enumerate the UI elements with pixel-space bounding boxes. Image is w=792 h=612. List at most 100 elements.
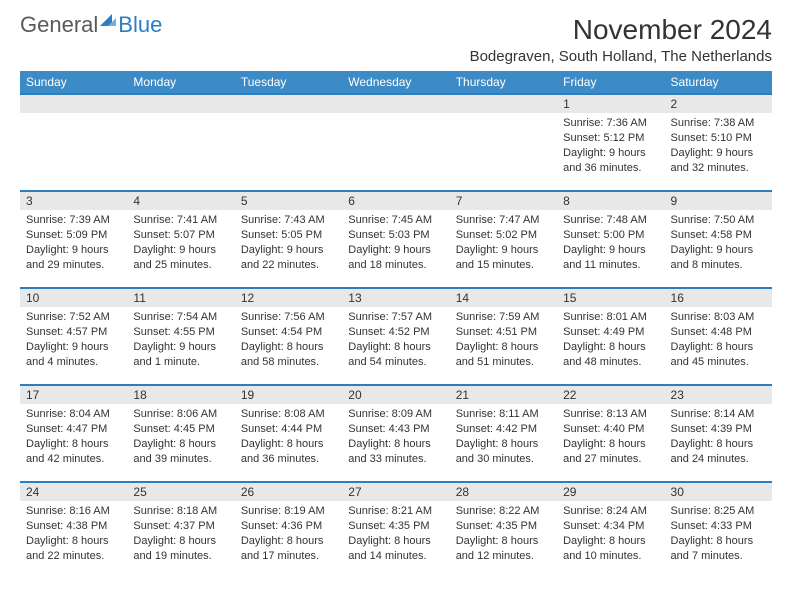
day-number-cell: 29 <box>557 482 664 501</box>
day-content-cell: Sunrise: 7:38 AMSunset: 5:10 PMDaylight:… <box>665 113 772 191</box>
sunset-line: Sunset: 4:57 PM <box>26 325 121 340</box>
sunset-line: Sunset: 5:05 PM <box>241 228 336 243</box>
day-content-cell: Sunrise: 8:25 AMSunset: 4:33 PMDaylight:… <box>665 501 772 579</box>
daylight-line: Daylight: 9 hours and 18 minutes. <box>348 243 443 273</box>
sunrise-line: Sunrise: 8:04 AM <box>26 407 121 422</box>
day-number-cell: 12 <box>235 288 342 307</box>
weekday-header: Wednesday <box>342 71 449 94</box>
daylight-line: Daylight: 8 hours and 54 minutes. <box>348 340 443 370</box>
sunrise-line: Sunrise: 8:13 AM <box>563 407 658 422</box>
daylight-line: Daylight: 8 hours and 45 minutes. <box>671 340 766 370</box>
daynum-row: 24252627282930 <box>20 482 772 501</box>
sunrise-line: Sunrise: 7:59 AM <box>456 310 551 325</box>
day-number-cell: 24 <box>20 482 127 501</box>
day-content-cell: Sunrise: 8:16 AMSunset: 4:38 PMDaylight:… <box>20 501 127 579</box>
content-row: Sunrise: 8:16 AMSunset: 4:38 PMDaylight:… <box>20 501 772 579</box>
day-number-cell: 20 <box>342 385 449 404</box>
daynum-row: 3456789 <box>20 191 772 210</box>
content-row: Sunrise: 7:52 AMSunset: 4:57 PMDaylight:… <box>20 307 772 385</box>
sunrise-line: Sunrise: 7:43 AM <box>241 213 336 228</box>
title-block: November 2024 Bodegraven, South Holland,… <box>470 14 772 65</box>
sunrise-line: Sunrise: 8:03 AM <box>671 310 766 325</box>
sunrise-line: Sunrise: 8:21 AM <box>348 504 443 519</box>
calendar-body: 12 Sunrise: 7:36 AMSunset: 5:12 PMDaylig… <box>20 94 772 579</box>
day-content-cell: Sunrise: 7:52 AMSunset: 4:57 PMDaylight:… <box>20 307 127 385</box>
day-content-cell <box>342 113 449 191</box>
day-content-cell <box>127 113 234 191</box>
sunset-line: Sunset: 5:09 PM <box>26 228 121 243</box>
daynum-row: 12 <box>20 94 772 113</box>
day-content-cell: Sunrise: 8:14 AMSunset: 4:39 PMDaylight:… <box>665 404 772 482</box>
weekday-header: Tuesday <box>235 71 342 94</box>
daylight-line: Daylight: 8 hours and 17 minutes. <box>241 534 336 564</box>
daylight-line: Daylight: 8 hours and 14 minutes. <box>348 534 443 564</box>
sunrise-line: Sunrise: 8:06 AM <box>133 407 228 422</box>
sunset-line: Sunset: 4:37 PM <box>133 519 228 534</box>
day-content-cell: Sunrise: 8:03 AMSunset: 4:48 PMDaylight:… <box>665 307 772 385</box>
sunrise-line: Sunrise: 8:16 AM <box>26 504 121 519</box>
sunset-line: Sunset: 5:00 PM <box>563 228 658 243</box>
sunset-line: Sunset: 4:36 PM <box>241 519 336 534</box>
daylight-line: Daylight: 8 hours and 12 minutes. <box>456 534 551 564</box>
sunset-line: Sunset: 5:07 PM <box>133 228 228 243</box>
day-content-cell: Sunrise: 8:09 AMSunset: 4:43 PMDaylight:… <box>342 404 449 482</box>
daylight-line: Daylight: 8 hours and 33 minutes. <box>348 437 443 467</box>
sunset-line: Sunset: 4:33 PM <box>671 519 766 534</box>
daylight-line: Daylight: 8 hours and 42 minutes. <box>26 437 121 467</box>
day-content-cell: Sunrise: 8:19 AMSunset: 4:36 PMDaylight:… <box>235 501 342 579</box>
day-content-cell: Sunrise: 7:36 AMSunset: 5:12 PMDaylight:… <box>557 113 664 191</box>
day-content-cell: Sunrise: 7:48 AMSunset: 5:00 PMDaylight:… <box>557 210 664 288</box>
content-row: Sunrise: 7:39 AMSunset: 5:09 PMDaylight:… <box>20 210 772 288</box>
daylight-line: Daylight: 8 hours and 19 minutes. <box>133 534 228 564</box>
day-number-cell: 17 <box>20 385 127 404</box>
sunset-line: Sunset: 4:45 PM <box>133 422 228 437</box>
day-number-cell: 4 <box>127 191 234 210</box>
daylight-line: Daylight: 9 hours and 22 minutes. <box>241 243 336 273</box>
sunrise-line: Sunrise: 7:39 AM <box>26 213 121 228</box>
day-content-cell: Sunrise: 8:18 AMSunset: 4:37 PMDaylight:… <box>127 501 234 579</box>
daylight-line: Daylight: 8 hours and 58 minutes. <box>241 340 336 370</box>
sunset-line: Sunset: 4:38 PM <box>26 519 121 534</box>
sunrise-line: Sunrise: 7:54 AM <box>133 310 228 325</box>
day-number-cell: 5 <box>235 191 342 210</box>
day-number-cell: 23 <box>665 385 772 404</box>
daynum-row: 17181920212223 <box>20 385 772 404</box>
day-content-cell: Sunrise: 7:47 AMSunset: 5:02 PMDaylight:… <box>450 210 557 288</box>
daylight-line: Daylight: 8 hours and 30 minutes. <box>456 437 551 467</box>
weekday-header: Thursday <box>450 71 557 94</box>
day-number-cell: 16 <box>665 288 772 307</box>
day-content-cell: Sunrise: 7:43 AMSunset: 5:05 PMDaylight:… <box>235 210 342 288</box>
brand-logo: General Blue <box>20 14 162 36</box>
sunset-line: Sunset: 4:54 PM <box>241 325 336 340</box>
day-number-cell <box>20 94 127 113</box>
day-content-cell: Sunrise: 7:59 AMSunset: 4:51 PMDaylight:… <box>450 307 557 385</box>
sunrise-line: Sunrise: 7:57 AM <box>348 310 443 325</box>
sunset-line: Sunset: 4:43 PM <box>348 422 443 437</box>
daylight-line: Daylight: 9 hours and 4 minutes. <box>26 340 121 370</box>
day-content-cell: Sunrise: 7:54 AMSunset: 4:55 PMDaylight:… <box>127 307 234 385</box>
daylight-line: Daylight: 8 hours and 51 minutes. <box>456 340 551 370</box>
sunset-line: Sunset: 4:44 PM <box>241 422 336 437</box>
daylight-line: Daylight: 9 hours and 29 minutes. <box>26 243 121 273</box>
daylight-line: Daylight: 8 hours and 22 minutes. <box>26 534 121 564</box>
sunset-line: Sunset: 4:55 PM <box>133 325 228 340</box>
sunrise-line: Sunrise: 8:22 AM <box>456 504 551 519</box>
day-number-cell: 8 <box>557 191 664 210</box>
daylight-line: Daylight: 8 hours and 24 minutes. <box>671 437 766 467</box>
day-number-cell: 13 <box>342 288 449 307</box>
sail-icon <box>98 12 118 34</box>
calendar-table: SundayMondayTuesdayWednesdayThursdayFrid… <box>20 71 772 579</box>
daylight-line: Daylight: 9 hours and 32 minutes. <box>671 146 766 176</box>
day-content-cell: Sunrise: 7:45 AMSunset: 5:03 PMDaylight:… <box>342 210 449 288</box>
daylight-line: Daylight: 8 hours and 7 minutes. <box>671 534 766 564</box>
day-number-cell: 3 <box>20 191 127 210</box>
day-number-cell: 1 <box>557 94 664 113</box>
day-content-cell: Sunrise: 7:41 AMSunset: 5:07 PMDaylight:… <box>127 210 234 288</box>
day-content-cell: Sunrise: 7:56 AMSunset: 4:54 PMDaylight:… <box>235 307 342 385</box>
day-number-cell <box>342 94 449 113</box>
sunrise-line: Sunrise: 8:14 AM <box>671 407 766 422</box>
sunset-line: Sunset: 4:52 PM <box>348 325 443 340</box>
daylight-line: Daylight: 9 hours and 11 minutes. <box>563 243 658 273</box>
sunset-line: Sunset: 5:10 PM <box>671 131 766 146</box>
weekday-header: Monday <box>127 71 234 94</box>
